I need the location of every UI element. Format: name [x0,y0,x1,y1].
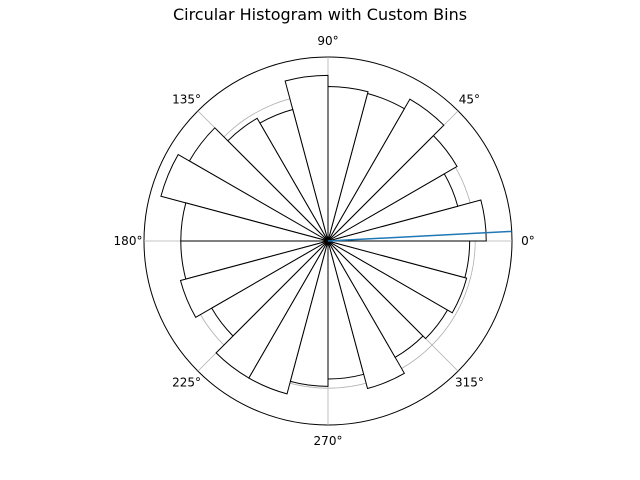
series-line [327,230,512,242]
histogram-bar [327,240,468,314]
angle-tick-label: 0° [521,234,535,248]
angle-tick-label: 45° [459,93,480,107]
line-layer [327,230,512,242]
angle-tick-label: 180° [114,234,143,248]
angle-tick-label: 135° [172,93,201,107]
histogram-bar [327,240,471,279]
angle-tick-label: 225° [172,375,201,389]
histogram-bar [248,240,329,395]
chart-title: Circular Histogram with Custom Bins [172,5,468,24]
histogram-bar [289,240,329,387]
angle-tick-label: 90° [317,34,338,48]
angle-tick-label: 315° [455,375,484,389]
bar-layer [160,74,487,395]
angle-tick-label: 270° [314,434,343,448]
label-layer: 0° 45° 90° 135° 180° 225° 270° 315° [114,34,535,448]
histogram-bar [179,240,329,319]
histogram-bar [160,153,329,242]
histogram-bar [327,240,406,390]
histogram-bar [327,98,445,242]
